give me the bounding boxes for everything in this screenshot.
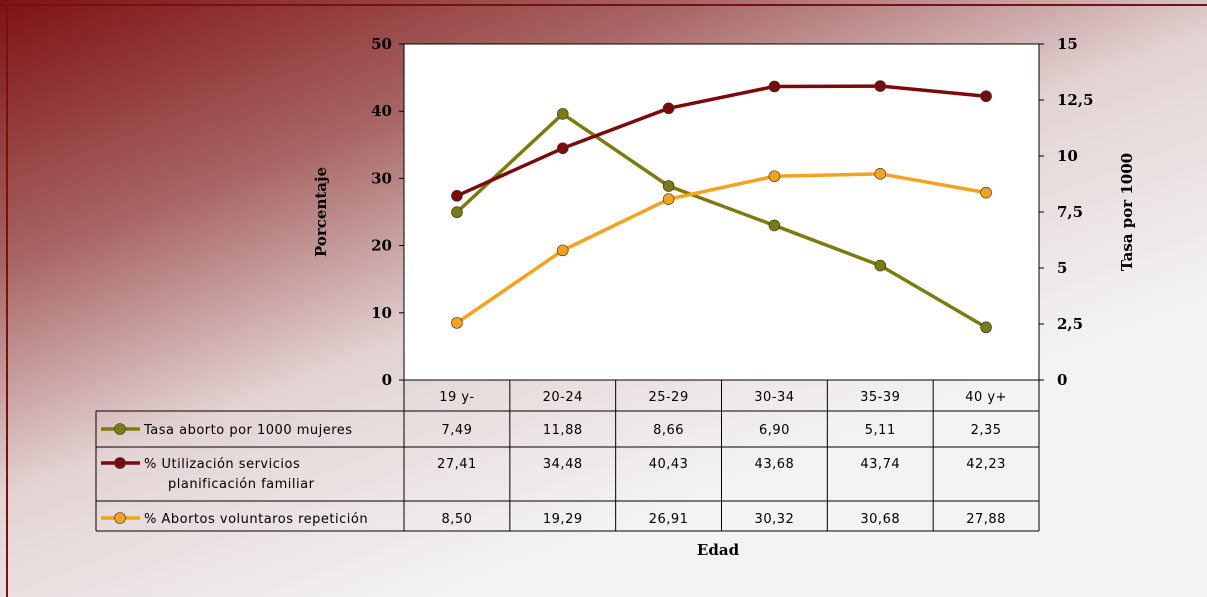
y-tick-label: 30 xyxy=(371,169,392,187)
x-category-label: 25-29 xyxy=(648,390,688,405)
legend-marker xyxy=(114,423,126,435)
series-line xyxy=(456,84,987,198)
y-axis-title: Porcentaje xyxy=(312,167,330,257)
data-point xyxy=(874,80,887,92)
data-point xyxy=(874,168,887,180)
y-tick-label: 40 xyxy=(371,102,392,120)
legend-label: % Abortos voluntaros repetición xyxy=(144,512,368,527)
table-cell-value: 43,68 xyxy=(755,457,795,472)
legend-label: Tasa aborto por 1000 mujeres xyxy=(143,423,353,438)
legend-label-line: % Utilización servicios xyxy=(144,457,300,472)
y-axis-right: 0 2,5 5 7,5 10 12,5 15 xyxy=(1039,35,1094,389)
series-line xyxy=(455,172,987,325)
table-cell-value: 30,32 xyxy=(755,512,795,527)
data-point xyxy=(451,206,463,219)
table-cell-value: 34,48 xyxy=(543,457,583,472)
table-cell-value: 7,49 xyxy=(441,423,472,438)
table-cell-value: 11,88 xyxy=(543,423,583,438)
x-category-label: 19 y- xyxy=(439,390,474,405)
y-axis-left: 0 10 20 30 40 50 xyxy=(371,35,404,389)
table-cell-value: 19,29 xyxy=(543,512,583,527)
table-cell-value: 27,88 xyxy=(966,512,1006,527)
data-point xyxy=(662,102,675,115)
x-category-label: 20-24 xyxy=(543,390,583,405)
table-cell-value: 42,23 xyxy=(966,457,1006,472)
data-point xyxy=(768,219,781,232)
table-cell-value: 40,43 xyxy=(649,457,689,472)
table-cell-value: 27,41 xyxy=(437,457,477,472)
y-tick-label: 50 xyxy=(371,35,392,53)
table-cell-value: 43,74 xyxy=(860,457,900,472)
table-cell-value: 30,68 xyxy=(860,512,900,527)
table-cell-value: 6,90 xyxy=(759,423,790,438)
data-point xyxy=(662,180,675,192)
y2-tick-label: 10 xyxy=(1057,147,1078,165)
legend-marker xyxy=(114,457,126,469)
plot-area xyxy=(403,43,1040,381)
data-point xyxy=(980,321,992,334)
data-point xyxy=(768,80,781,93)
data-point xyxy=(556,244,569,257)
series-lines xyxy=(451,80,992,334)
data-point xyxy=(980,186,992,199)
data-point xyxy=(451,190,463,202)
legend-label-line: planificación familiar xyxy=(168,477,315,492)
data-table: 19 y- 20-24 25-29 30-34 35-39 40 y+ Tasa abort… xyxy=(95,380,1040,532)
data-point xyxy=(980,90,992,103)
table-cell-value: 26,91 xyxy=(649,512,689,527)
y2-tick-label: 0 xyxy=(1057,371,1067,389)
x-category-label: 30-34 xyxy=(754,390,794,405)
y2-tick-label: 15 xyxy=(1057,35,1078,53)
table-cell-value: 8,50 xyxy=(441,512,472,527)
y-tick-label: 20 xyxy=(371,237,392,255)
table-cell-value: 8,66 xyxy=(653,423,684,438)
y2-tick-label: 2,5 xyxy=(1057,315,1083,333)
data-point xyxy=(451,317,463,329)
legend-label: % Utilización servicios planificación fam… xyxy=(144,457,315,492)
y2-tick-label: 5 xyxy=(1057,259,1067,277)
table-cell-value: 2,35 xyxy=(971,423,1002,438)
data-point xyxy=(874,259,887,272)
data-point xyxy=(768,170,781,183)
x-category-label: 40 y+ xyxy=(965,390,1007,405)
x-axis-title: Edad xyxy=(697,541,740,559)
legend-marker xyxy=(114,512,126,524)
series-line xyxy=(455,112,987,329)
data-point xyxy=(556,142,569,155)
y-tick-label: 0 xyxy=(382,371,392,389)
y2-tick-label: 7,5 xyxy=(1057,203,1083,221)
y2-tick-label: 12,5 xyxy=(1057,91,1094,109)
y2-axis-title: Tasa por 1000 xyxy=(1118,153,1136,271)
table-cell-value: 5,11 xyxy=(865,423,896,438)
x-category-label: 35-39 xyxy=(860,390,900,405)
data-point xyxy=(556,108,569,120)
y-tick-label: 10 xyxy=(371,304,392,322)
data-point xyxy=(662,193,675,205)
